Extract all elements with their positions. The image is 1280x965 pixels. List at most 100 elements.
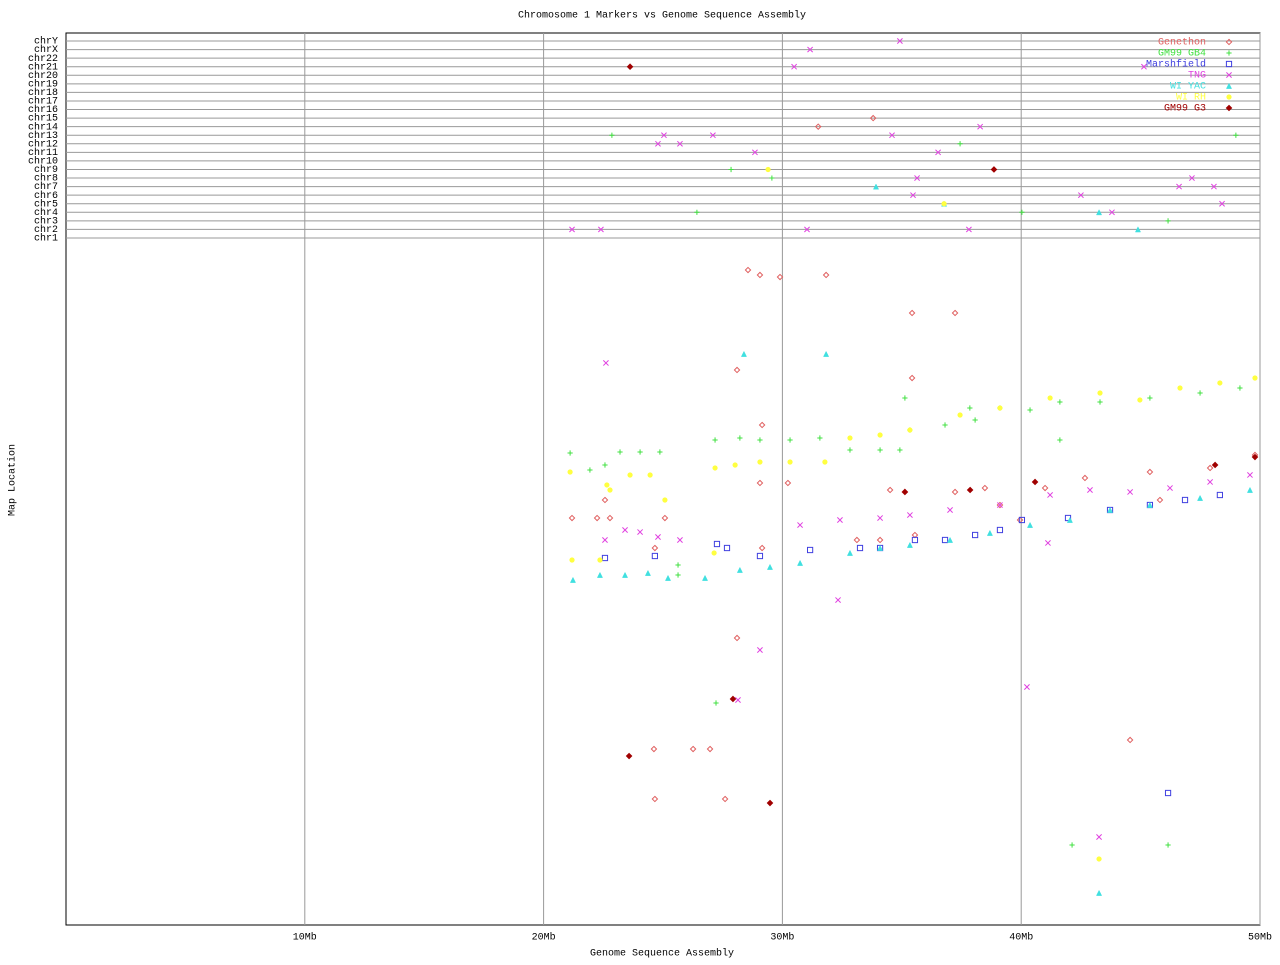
marker xyxy=(1047,492,1054,498)
chromosome-marker xyxy=(751,149,758,156)
marker xyxy=(650,745,658,753)
chromosome-label: chr14 xyxy=(28,121,58,133)
marker xyxy=(732,462,738,468)
chromosome-label: chrY xyxy=(34,36,58,48)
marker xyxy=(942,422,948,428)
chromosome-marker xyxy=(1096,209,1103,216)
x-tick-label: 10Mb xyxy=(293,932,317,944)
chromosome-marker xyxy=(814,123,822,130)
marker xyxy=(776,273,784,281)
marker xyxy=(877,515,884,521)
chromosome-label: chr4 xyxy=(34,207,58,219)
marker xyxy=(1044,540,1051,546)
marker xyxy=(567,469,573,475)
marker xyxy=(1181,496,1189,504)
marker xyxy=(836,517,843,523)
marker xyxy=(1165,842,1171,848)
x-tick-label: 30Mb xyxy=(770,932,794,944)
marker xyxy=(1127,489,1134,495)
marker xyxy=(733,634,741,642)
chromosome-marker xyxy=(1108,209,1115,216)
marker xyxy=(744,266,752,274)
marker xyxy=(877,432,883,438)
chromosome-marker xyxy=(1019,209,1025,215)
marker xyxy=(711,550,717,556)
marker xyxy=(847,447,853,453)
marker xyxy=(757,459,763,465)
marker xyxy=(622,571,629,578)
marker xyxy=(1147,395,1153,401)
chromosome-marker xyxy=(655,140,661,147)
marker xyxy=(1027,407,1033,413)
marker xyxy=(757,437,763,443)
marker xyxy=(587,467,593,473)
marker xyxy=(601,496,609,504)
legend-marker xyxy=(1225,82,1233,89)
chart-title: Chromosome 1 Markers vs Genome Sequence … xyxy=(518,10,806,22)
marker xyxy=(675,562,681,568)
chromosome-label: chr16 xyxy=(28,104,58,116)
marker xyxy=(951,309,959,317)
marker xyxy=(766,799,774,807)
chromosome-marker xyxy=(804,226,810,233)
legend-marker xyxy=(1226,94,1232,100)
chromosome-marker xyxy=(728,166,734,173)
marker xyxy=(1087,487,1093,493)
marker xyxy=(1247,472,1253,478)
chromosome-marker xyxy=(965,226,972,233)
marker xyxy=(651,544,659,552)
x-tick-label: 50Mb xyxy=(1248,932,1272,944)
marker xyxy=(721,795,729,803)
marker xyxy=(1096,889,1103,896)
marker xyxy=(787,459,793,465)
marker xyxy=(908,374,916,382)
chromosome-marker xyxy=(1233,132,1239,138)
marker xyxy=(787,437,793,443)
marker xyxy=(947,536,954,543)
chromosome-marker xyxy=(807,46,814,53)
marker xyxy=(756,552,764,560)
marker xyxy=(901,488,909,496)
marker xyxy=(972,531,979,539)
marker xyxy=(661,514,669,522)
marker xyxy=(758,544,766,552)
marker xyxy=(1097,390,1103,396)
chromosome-label: chr8 xyxy=(34,173,58,185)
marker xyxy=(1107,506,1114,513)
chromosome-label: chr22 xyxy=(28,53,58,65)
marker xyxy=(1096,856,1102,862)
marker xyxy=(637,449,643,455)
legend-label: GM99 G3 xyxy=(1164,104,1206,115)
marker xyxy=(847,435,853,441)
marker xyxy=(729,695,737,703)
chromosome-marker xyxy=(569,226,575,233)
marker xyxy=(1177,385,1183,391)
marker xyxy=(981,484,989,492)
marker xyxy=(966,486,974,494)
marker xyxy=(662,497,668,503)
marker xyxy=(967,405,973,411)
marker xyxy=(897,447,903,453)
marker xyxy=(602,462,608,468)
chromosome-label: chr1 xyxy=(34,233,58,245)
marker xyxy=(735,697,741,703)
marker xyxy=(713,540,721,548)
marker xyxy=(1207,479,1214,485)
marker xyxy=(1096,834,1103,840)
marker xyxy=(853,536,861,544)
chromosome-marker xyxy=(1219,200,1225,207)
marker xyxy=(607,487,613,493)
marker xyxy=(817,435,823,441)
x-tick-label: 20Mb xyxy=(532,932,556,944)
chromosome-marker xyxy=(873,183,880,190)
chromosome-marker xyxy=(709,132,716,139)
marker xyxy=(627,472,633,478)
marker xyxy=(1216,491,1223,499)
chromosome-label: chr21 xyxy=(28,61,58,73)
legend-label: Marshfield xyxy=(1146,59,1206,71)
chromosome-marker xyxy=(977,123,984,130)
marker xyxy=(766,563,773,570)
chromosome-marker xyxy=(941,201,947,207)
chromosome-label: chr10 xyxy=(28,156,58,168)
marker xyxy=(1251,453,1259,461)
